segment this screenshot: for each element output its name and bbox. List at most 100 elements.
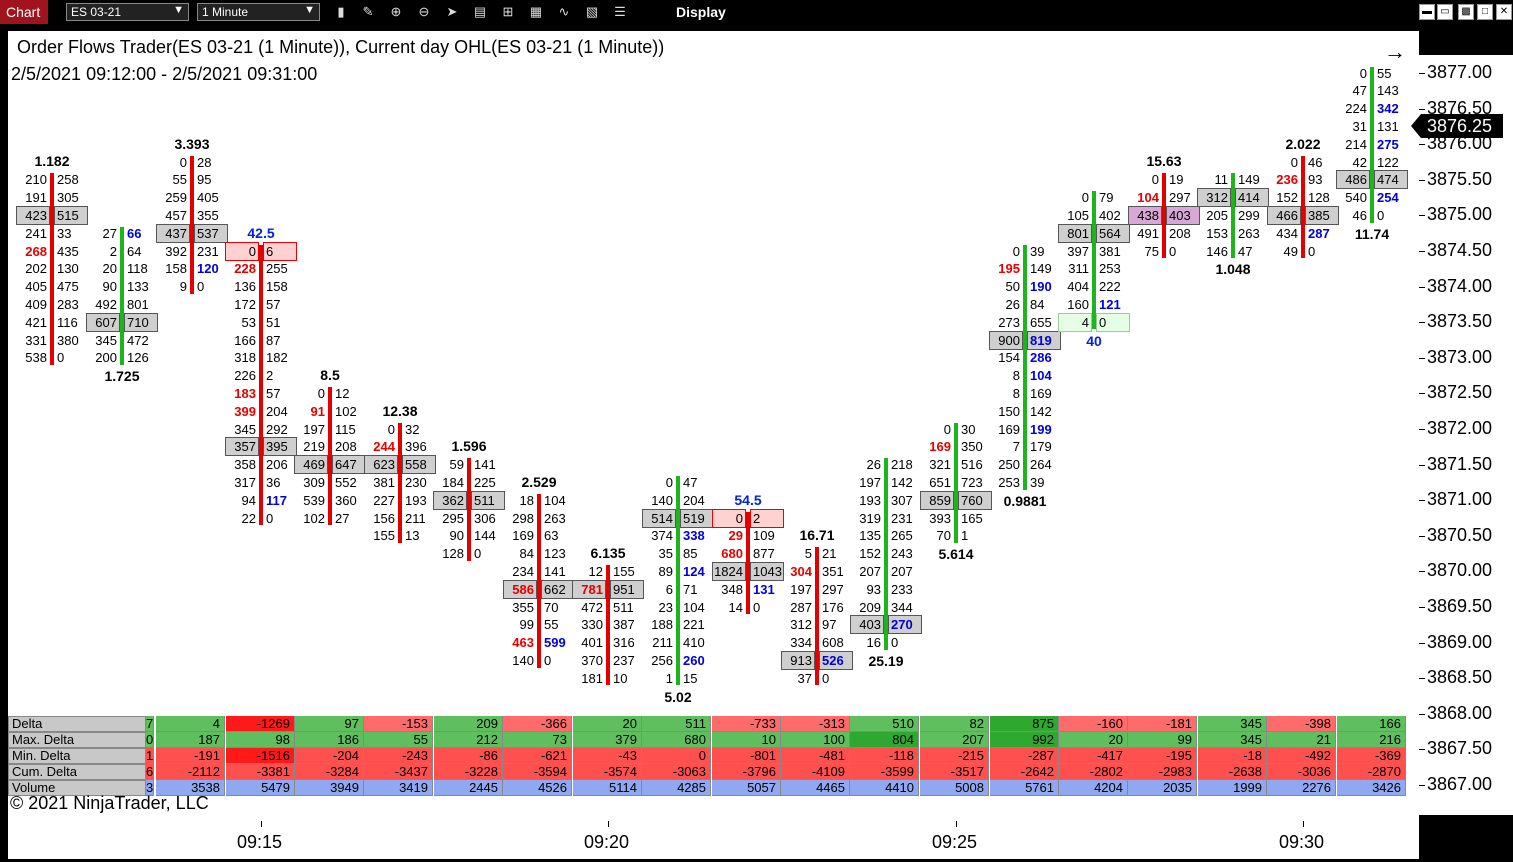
ask-volume-cell: 1 — [961, 528, 969, 544]
list-icon[interactable]: ☰ — [614, 4, 626, 19]
tile-icon[interactable]: ▩ — [1458, 4, 1474, 20]
zoom-out-icon[interactable]: ⊖ — [418, 4, 430, 19]
delta-table-cell: 875 — [990, 716, 1059, 732]
ask-volume-cell: 410 — [683, 635, 705, 651]
bid-volume-cell: 312 — [790, 617, 812, 633]
delta-table-cell: 6 — [146, 764, 154, 780]
bid-volume-cell: 331 — [25, 332, 47, 348]
bid-volume-cell: 438 — [1128, 205, 1162, 225]
bid-volume-cell: 135 — [859, 528, 881, 544]
ask-volume-cell: 55 — [1377, 65, 1392, 81]
chart-toolbar: Chart ES 03-21 ▼ 1 Minute ▼ ▮ ✎ ⊕ ⊖ ➤ ▤ … — [0, 0, 1513, 24]
properties-icon[interactable]: ▧ — [585, 4, 599, 19]
display-menu[interactable]: Display — [676, 4, 726, 20]
ask-volume-cell: 6 — [263, 241, 297, 261]
bid-volume-cell: 651 — [929, 474, 951, 490]
bid-volume-cell: 84 — [519, 546, 534, 562]
chart-tab[interactable]: Chart — [0, 0, 48, 24]
delta-row-label: Volume — [8, 780, 146, 796]
ask-volume-cell: 39 — [1030, 474, 1045, 490]
up-bar — [120, 226, 124, 366]
bid-volume-cell: 29 — [728, 528, 743, 544]
ask-volume-cell: 608 — [822, 635, 844, 651]
bar-type-icon[interactable]: ▮ — [337, 4, 345, 19]
price-tick-mark — [1419, 251, 1425, 252]
time-axis[interactable] — [8, 821, 1419, 859]
ask-volume-cell: 355 — [197, 207, 219, 223]
ask-volume-cell: 2 — [750, 508, 784, 528]
delta-table-cell: -18 — [1198, 748, 1267, 764]
delta-table-cell: 20 — [573, 716, 642, 732]
ask-volume-cell: 39 — [1030, 243, 1045, 259]
close-icon[interactable]: ✕ — [1496, 4, 1512, 20]
ask-volume-cell: 270 — [888, 615, 922, 635]
bar-ratio-label: 54.5 — [734, 491, 762, 508]
ask-volume-cell: 230 — [405, 474, 427, 490]
bid-volume-cell: 463 — [512, 635, 534, 651]
bid-volume-cell: 169 — [929, 439, 951, 455]
bid-volume-cell: 11 — [1214, 172, 1229, 188]
down-bar — [328, 386, 332, 526]
ask-volume-cell: 801 — [127, 296, 149, 312]
bid-volume-cell: 200 — [95, 350, 117, 366]
data-box-icon[interactable]: ▤ — [473, 4, 487, 19]
delta-table-cell: 207 — [920, 732, 989, 748]
bid-volume-cell: 0 — [943, 421, 951, 437]
ask-volume-cell: 206 — [266, 457, 288, 473]
ask-volume-cell: 63 — [544, 528, 559, 544]
ask-volume-cell: 118 — [127, 261, 148, 277]
price-tick-label: 3876.00 — [1427, 133, 1493, 154]
minimize-icon[interactable]: ▬ — [1419, 4, 1435, 20]
ask-volume-cell: 131 — [753, 581, 775, 597]
ask-volume-cell: 124 — [683, 563, 705, 579]
time-tick-label: 09:15 — [237, 832, 283, 852]
delta-table-cell: 21 — [1267, 732, 1336, 748]
ask-volume-cell: 221 — [683, 617, 705, 633]
zoom-in-icon[interactable]: ⊕ — [390, 4, 402, 19]
ask-volume-cell: 254 — [1377, 190, 1399, 206]
delta-table-cell: -2870 — [1337, 764, 1406, 780]
ask-volume-cell: 64 — [127, 243, 142, 259]
down-bar — [1162, 173, 1166, 259]
bid-volume-cell: 607 — [86, 312, 120, 332]
indicators-icon[interactable]: ⊞ — [502, 4, 514, 19]
bid-volume-cell: 18 — [519, 492, 534, 508]
strategies-icon[interactable]: ▦ — [529, 4, 543, 19]
ask-volume-cell: 57 — [266, 385, 281, 401]
bid-volume-cell: 59 — [449, 457, 464, 473]
down-bar — [1301, 155, 1305, 259]
interval-select[interactable]: 1 Minute ▼ — [197, 3, 320, 21]
chart-plot[interactable] — [8, 31, 1419, 821]
delta-table-cell: -366 — [503, 716, 572, 732]
instrument-select[interactable]: ES 03-21 ▼ — [66, 3, 189, 21]
draw-pencil-icon[interactable]: ✎ — [362, 4, 374, 19]
price-tick-label: 3874.00 — [1427, 275, 1493, 296]
delta-table-cell: 4 — [156, 716, 225, 732]
ask-volume-cell: 47 — [1238, 243, 1253, 259]
maximize-icon[interactable]: □ — [1477, 4, 1493, 20]
ask-volume-cell: 141 — [544, 563, 566, 579]
ask-volume-cell: 260 — [683, 652, 705, 668]
price-tick-mark — [1419, 73, 1425, 74]
ask-volume-cell: 558 — [402, 455, 436, 475]
arrow-right-icon[interactable]: → — [1384, 39, 1406, 64]
bid-volume-cell: 236 — [1276, 172, 1298, 188]
bid-volume-cell: 259 — [165, 190, 187, 206]
ask-volume-cell: 21 — [822, 546, 837, 562]
ask-volume-cell: 120 — [197, 261, 219, 277]
restore-icon[interactable]: ▭ — [1437, 4, 1453, 20]
price-tick-label: 3876.50 — [1427, 97, 1493, 118]
price-tick-label: 3877.00 — [1427, 62, 1493, 82]
ask-volume-cell: 360 — [335, 492, 357, 508]
bid-volume-cell: 70 — [936, 528, 951, 544]
price-axis[interactable] — [1419, 55, 1513, 815]
bid-volume-cell: 586 — [503, 579, 537, 599]
bid-volume-cell: 0 — [225, 241, 259, 261]
price-tick-label: 3869.00 — [1427, 631, 1493, 652]
ask-volume-cell: 144 — [474, 528, 496, 544]
delta-table-cell: 10 — [712, 732, 781, 748]
pointer-icon[interactable]: ➤ — [446, 4, 458, 19]
chart-trader-icon[interactable]: ∿ — [558, 4, 570, 19]
delta-table-cell: 5114 — [573, 780, 642, 796]
delta-table-cell: 345 — [1198, 732, 1267, 748]
